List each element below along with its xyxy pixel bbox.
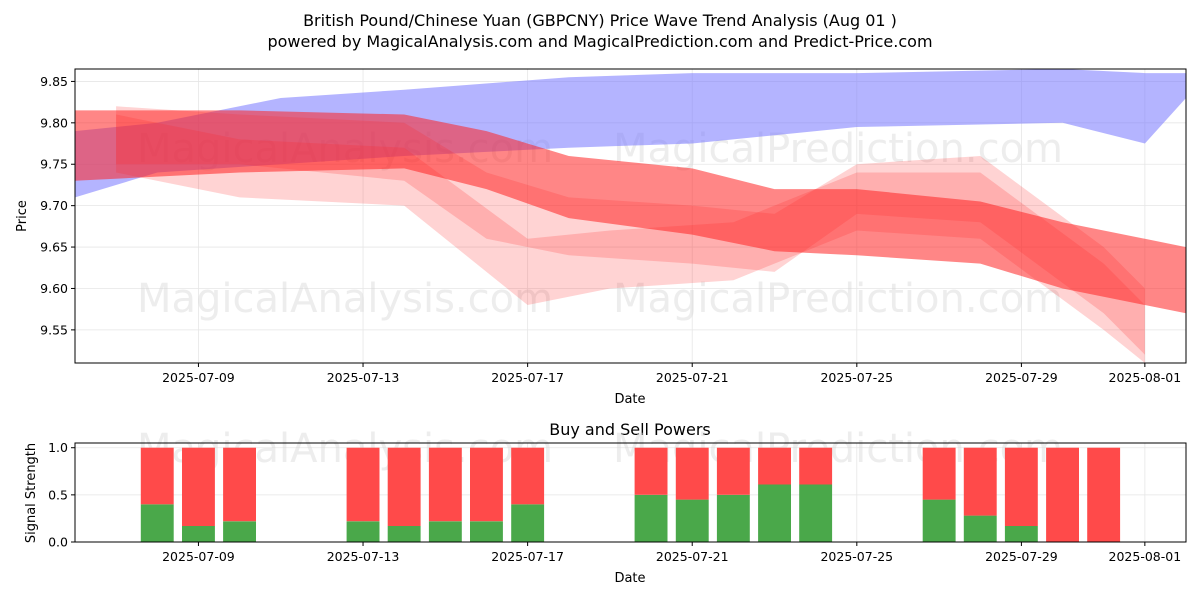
y-tick-label: 9.65	[40, 240, 68, 255]
buy-bar	[634, 494, 668, 542]
sell-bar	[758, 447, 791, 485]
buy-bar	[1004, 526, 1038, 542]
x-tick-label: 2025-07-13	[327, 370, 400, 385]
y-tick-label: 9.70	[40, 198, 68, 213]
buy-bar	[182, 526, 215, 542]
x-tick-label: 2025-07-25	[820, 549, 893, 564]
buy-bar	[799, 484, 833, 542]
sell-bar	[1087, 447, 1121, 542]
x-tick-label: 2025-07-21	[656, 370, 729, 385]
buy-bar	[922, 499, 956, 542]
y-tick-label: 9.85	[40, 74, 68, 89]
sell-bar	[675, 447, 709, 500]
x-tick-label: 2025-07-13	[327, 549, 400, 564]
sell-bar	[1004, 447, 1038, 526]
sell-bar	[963, 447, 997, 516]
price-y-ticks: 9.55 9.60 9.65 9.70 9.75 9.80 9.85	[40, 74, 75, 337]
x-tick-label: 2025-07-21	[656, 549, 729, 564]
price-frame	[74, 68, 1187, 364]
y-tick-label: 9.60	[40, 281, 68, 296]
red-wave-band	[116, 114, 1145, 363]
buy-bar	[716, 494, 750, 542]
sell-bar	[470, 447, 503, 522]
signal-x-axis-label: Date	[614, 571, 645, 586]
x-tick-label: 2025-08-01	[1109, 549, 1182, 564]
sell-bar	[716, 447, 750, 495]
buy-bar	[140, 504, 174, 542]
price-x-axis-label: Date	[614, 392, 645, 407]
buy-bar	[428, 521, 462, 542]
x-tick-label: 2025-07-29	[985, 370, 1058, 385]
signal-frame	[74, 442, 1187, 543]
sell-bar	[922, 447, 956, 500]
blue-wave-band	[75, 69, 1186, 198]
price-panel: MagicalAnalysis.com MagicalPrediction.co…	[15, 68, 1187, 407]
buy-bar	[963, 515, 997, 542]
sell-bar	[346, 447, 380, 522]
sell-bar	[799, 447, 833, 485]
x-tick-label: 2025-07-29	[985, 549, 1058, 564]
y-tick-label: 9.55	[40, 322, 68, 337]
signal-y-ticks: 0.0 0.5 1.0	[48, 440, 75, 550]
signal-y-axis-label: Signal Strength	[24, 443, 39, 543]
y-tick-label: 9.80	[40, 115, 68, 130]
signal-title: Buy and Sell Powers	[549, 420, 711, 439]
sell-bar	[1046, 447, 1079, 542]
chart-subtitle: powered by MagicalAnalysis.com and Magic…	[267, 32, 932, 51]
sell-bar	[428, 447, 462, 522]
sell-bar	[511, 447, 545, 505]
watermark-analysis: MagicalAnalysis.com	[137, 276, 553, 322]
x-tick-label: 2025-08-01	[1109, 370, 1182, 385]
price-x-ticks: 2025-07-09 2025-07-13 2025-07-17 2025-07-21…	[162, 363, 1181, 385]
buy-bar	[511, 504, 545, 542]
buy-bar	[223, 521, 256, 542]
buy-bar	[675, 499, 709, 542]
buy-bar	[758, 484, 791, 542]
y-tick-label: 0.0	[48, 535, 68, 550]
signal-x-ticks: 2025-07-09 2025-07-13 2025-07-17 2025-07-21…	[162, 542, 1181, 564]
y-tick-label: 9.75	[40, 157, 68, 172]
price-bands	[75, 69, 1186, 363]
x-tick-label: 2025-07-09	[162, 549, 235, 564]
sell-bar	[140, 447, 174, 505]
buy-bar	[387, 526, 421, 542]
signal-bars	[140, 447, 1121, 542]
x-tick-label: 2025-07-17	[491, 370, 564, 385]
price-y-axis-label: Price	[15, 200, 30, 232]
red-wave-band	[116, 106, 1145, 355]
x-tick-label: 2025-07-17	[491, 549, 564, 564]
red-wave-band	[75, 110, 1186, 314]
buy-bar	[346, 521, 380, 542]
sell-bar	[182, 447, 215, 526]
y-tick-label: 0.5	[48, 487, 68, 502]
watermark-prediction: MagicalPrediction.com	[613, 276, 1063, 322]
chart-title: British Pound/Chinese Yuan (GBPCNY) Pric…	[303, 11, 897, 30]
sell-bar	[223, 447, 256, 522]
y-tick-label: 1.0	[48, 440, 68, 455]
buy-bar	[470, 521, 503, 542]
signal-panel: Buy and Sell Powers MagicalAnalysis.com …	[24, 420, 1187, 586]
sell-bar	[634, 447, 668, 495]
x-tick-label: 2025-07-09	[162, 370, 235, 385]
sell-bar	[387, 447, 421, 526]
x-tick-label: 2025-07-25	[820, 370, 893, 385]
